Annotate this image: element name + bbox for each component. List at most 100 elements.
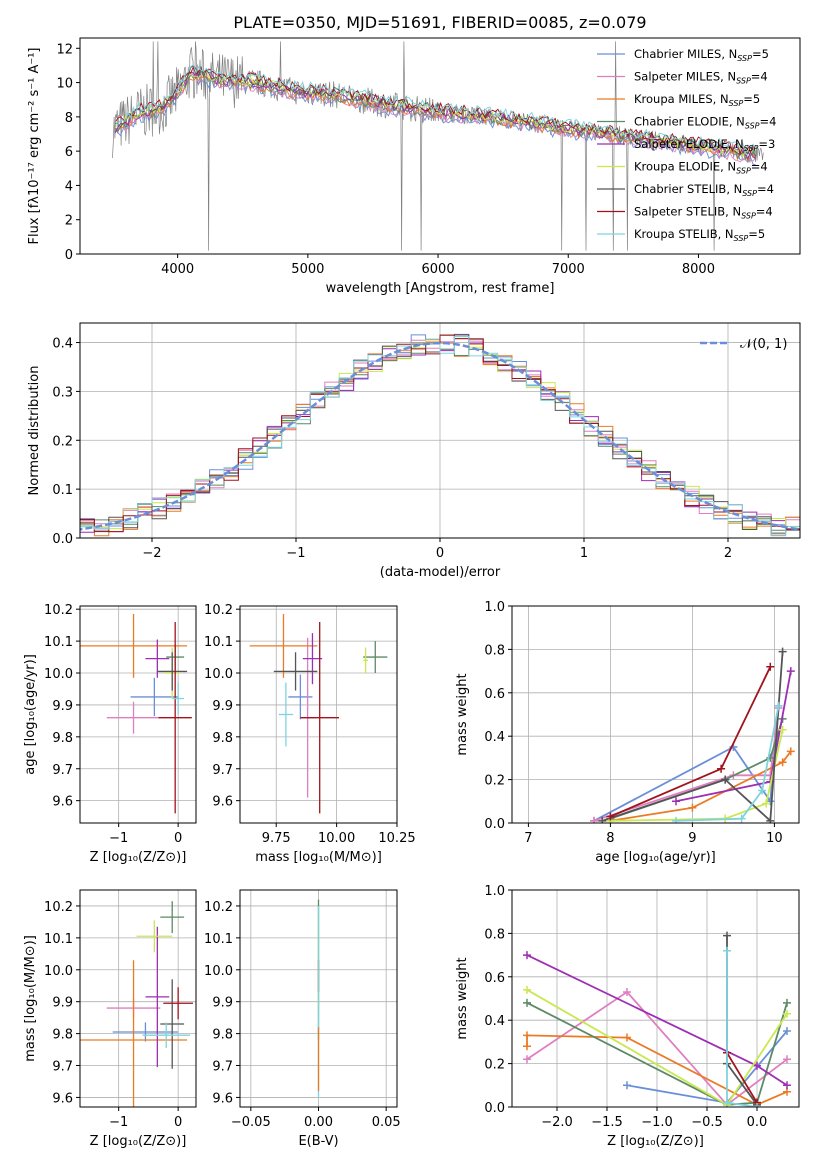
y-tick-label: 10.2: [204, 900, 233, 915]
y-tick-label: 9.9: [52, 699, 73, 714]
weight-line: [593, 707, 780, 822]
weight-line: [526, 990, 788, 1107]
model-spectrum-line: [115, 71, 757, 163]
weight-point-marker: [606, 812, 615, 821]
weight-point-marker: [762, 799, 771, 808]
x-tick-label: 8: [606, 831, 614, 846]
weight-point-marker: [523, 985, 531, 994]
y-tick-label: 0.1: [52, 483, 73, 498]
axes-frame: [79, 322, 801, 539]
legend-entry: 𝒩(0, 1): [740, 337, 787, 352]
legend-entry: Kroupa ELODIE, NSSP=4: [634, 160, 768, 176]
x-axis-label: Z [log₁₀(Z/Z⊙)]: [90, 850, 187, 865]
x-axis-label: age [log₁₀(age/yr)]: [595, 850, 716, 865]
y-tick-label: 0.0: [484, 817, 505, 832]
legend-suffix: =4: [751, 160, 768, 174]
y-axis-label: mass [log₁₀(M/M⊙)]: [23, 935, 38, 1062]
y-tick-label: 0.2: [484, 774, 505, 789]
y-tick-label: 10.1: [44, 635, 73, 650]
weight-point-marker: [753, 1061, 761, 1070]
legend-name: Kroupa STELIB, N: [634, 227, 734, 241]
x-tick-label: 0: [436, 546, 444, 561]
x-tick-label: −0.5: [691, 1115, 723, 1130]
y-tick-label: 6: [65, 145, 73, 160]
weight-point-marker: [758, 786, 767, 795]
y-tick-label: 9.7: [212, 763, 233, 778]
y-tick-label: 0.0: [484, 1101, 505, 1116]
legend-suffix: =4: [756, 205, 773, 219]
panel-spectrum: 4000 5000 6000 7000 8000 0 2 4 6 8 10 12 wavelength …: [27, 37, 801, 296]
y-tick-label: 10.0: [44, 964, 73, 979]
y-tick-label: 2: [65, 214, 73, 229]
normal-curve: [80, 341, 800, 531]
legend-entry: Salpeter MILES, NSSP=4: [634, 70, 768, 86]
x-axis-label: Z [log₁₀(Z/Z⊙)]: [90, 1134, 187, 1149]
y-tick-label: 9.6: [212, 1091, 233, 1106]
x-tick-label: 2: [724, 546, 732, 561]
legend-name: Kroupa MILES, N: [634, 92, 729, 106]
weight-point-marker: [783, 1027, 791, 1036]
x-tick-label: −0.05: [231, 1115, 271, 1130]
y-tick-label: 10.2: [44, 900, 73, 915]
y-tick-label: 0: [65, 248, 73, 263]
plot-area: [523, 931, 791, 1107]
x-tick-label: −1.5: [591, 1115, 623, 1130]
legend-name: Salpeter ELODIE, N: [634, 137, 744, 151]
legend-entry: Chabrier MILES, NSSP=5: [634, 47, 769, 63]
legend-subscript: SSP: [742, 189, 757, 198]
weight-line: [675, 705, 780, 822]
weight-point-marker: [723, 931, 731, 940]
x-axis-label: mass [log₁₀(M/M⊙)]: [255, 850, 382, 865]
y-tick-label: 0.2: [52, 434, 73, 449]
y-tick-label: 0.0: [52, 532, 73, 547]
x-tick-label: −1: [109, 831, 128, 846]
y-tick-label: 9.9: [52, 996, 73, 1011]
weight-point-marker: [786, 747, 795, 756]
y-axis-label: mass weight: [455, 957, 470, 1039]
y-axis-label: age [log₁₀(age/yr)]: [23, 654, 38, 775]
axes-frame: [79, 889, 197, 1108]
weight-point-marker: [523, 1042, 531, 1051]
x-tick-label: 0.05: [372, 1115, 401, 1130]
y-tick-label: 10: [56, 77, 73, 92]
y-tick-label: 9.6: [212, 795, 233, 810]
weight-point-marker: [778, 647, 787, 656]
x-tick-label: 10.00: [318, 831, 355, 846]
weight-line: [526, 1001, 788, 1106]
x-tick-label: 0.00: [304, 1115, 333, 1130]
x-axis-label: (data-model)/error: [380, 565, 501, 580]
legend-suffix: =4: [760, 115, 777, 129]
legend-subscript: SSP: [736, 77, 751, 86]
panel-mass_vs_Z: −1 0 9.6 9.7 9.8 9.9 10.0 10.1 10.2 Z [log₁₀(Z/Z⊙…: [23, 889, 197, 1149]
figure-title: PLATE=0350, MJD=51691, FIBERID=0085, z=0…: [233, 13, 646, 32]
y-tick-label: 0.6: [484, 687, 505, 702]
weight-line: [726, 1052, 758, 1104]
weight-point-marker: [723, 1098, 731, 1107]
x-tick-label: 10: [766, 831, 783, 846]
panel-age_vs_Z: −1 0 9.6 9.7 9.8 9.9 10.0 10.1 10.2 Z [log₁₀(Z/Z⊙…: [23, 603, 197, 865]
weight-point-marker: [774, 701, 783, 710]
legend-suffix: =5: [748, 227, 765, 241]
y-tick-label: 0.3: [52, 385, 73, 400]
legend-subscript: SSP: [734, 234, 749, 243]
legend-suffix: =5: [752, 47, 769, 61]
weight-point-marker: [783, 998, 791, 1007]
weight-point-marker: [598, 816, 607, 823]
legend-subscript: SSP: [745, 122, 760, 131]
legend-name: Chabrier ELODIE, N: [634, 115, 745, 129]
x-tick-label: −2.0: [541, 1115, 573, 1130]
legend-entry: Salpeter STELIB, NSSP=4: [634, 205, 773, 221]
weight-point-marker: [523, 1031, 531, 1040]
legend-subscript: SSP: [737, 54, 752, 63]
legend-name: Kroupa ELODIE, N: [634, 160, 736, 174]
legend-suffix: =4: [757, 182, 774, 196]
y-tick-label: 9.9: [212, 699, 233, 714]
weight-line: [601, 651, 784, 823]
y-tick-label: 9.7: [212, 1060, 233, 1075]
weight-point-marker: [778, 758, 787, 767]
weight-point-marker: [523, 1055, 531, 1064]
y-tick-label: 9.8: [212, 1028, 233, 1043]
y-tick-label: 10.2: [204, 603, 233, 618]
y-tick-label: 9.6: [52, 1091, 73, 1106]
